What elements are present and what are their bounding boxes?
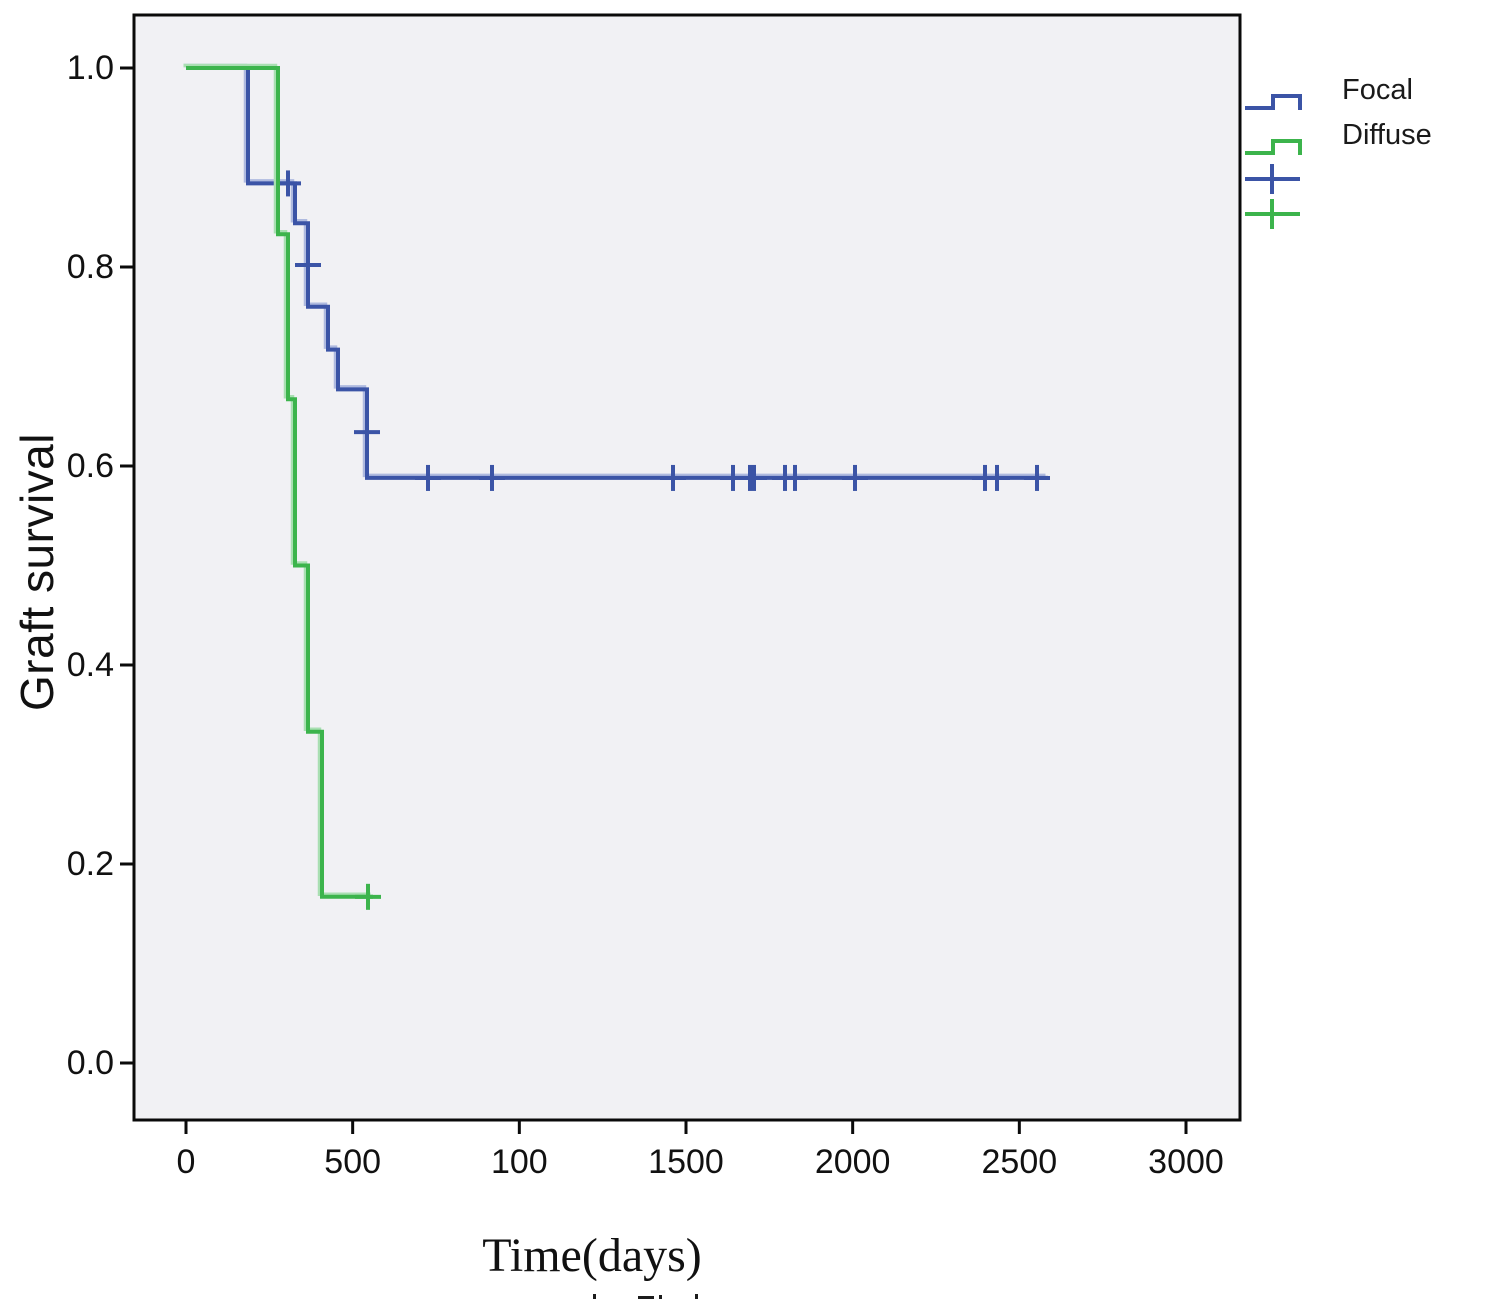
y-tick-label: 0.0: [66, 1044, 114, 1082]
cropped-caption-fragment: [695, 1294, 698, 1299]
y-tick-label: 0.8: [66, 248, 114, 286]
x-axis-title: Time(days): [482, 1229, 702, 1282]
survival-curve-focal: [186, 66, 1048, 480]
y-tick-label: 0.2: [66, 845, 114, 883]
x-tick-label: 0: [176, 1143, 196, 1181]
x-tick-label: 100: [490, 1143, 548, 1181]
plot-frame: [132, 13, 1242, 1122]
y-tick-label: 0.4: [66, 646, 114, 684]
survival-curve-halo-diffuse: [183, 63, 371, 897]
legend-label-diffuse: Diffuse: [1342, 119, 1432, 151]
cropped-caption-fragment: [593, 1294, 596, 1299]
cropped-caption-fragment: [638, 1296, 654, 1299]
y-tick-label: 0.6: [66, 447, 114, 485]
survival-curve-halo-focal: [183, 63, 1046, 478]
x-tick-label: 2000: [814, 1143, 891, 1181]
x-tick-label: 500: [324, 1143, 382, 1181]
x-tick-label: 3000: [1148, 1143, 1224, 1181]
legend-step-glyph-0: [1245, 94, 1302, 110]
legend-label-focal: Focal: [1342, 74, 1413, 106]
cropped-caption-fragment: [659, 1295, 662, 1299]
y-tick-label: 1.0: [66, 49, 114, 87]
x-tick-label: 2500: [981, 1143, 1058, 1181]
x-tick-label: 1500: [648, 1143, 724, 1181]
survival-curve-diffuse: [186, 66, 373, 899]
plot-area-background: [134, 15, 1240, 1120]
legend-step-glyph-1: [1245, 139, 1302, 155]
